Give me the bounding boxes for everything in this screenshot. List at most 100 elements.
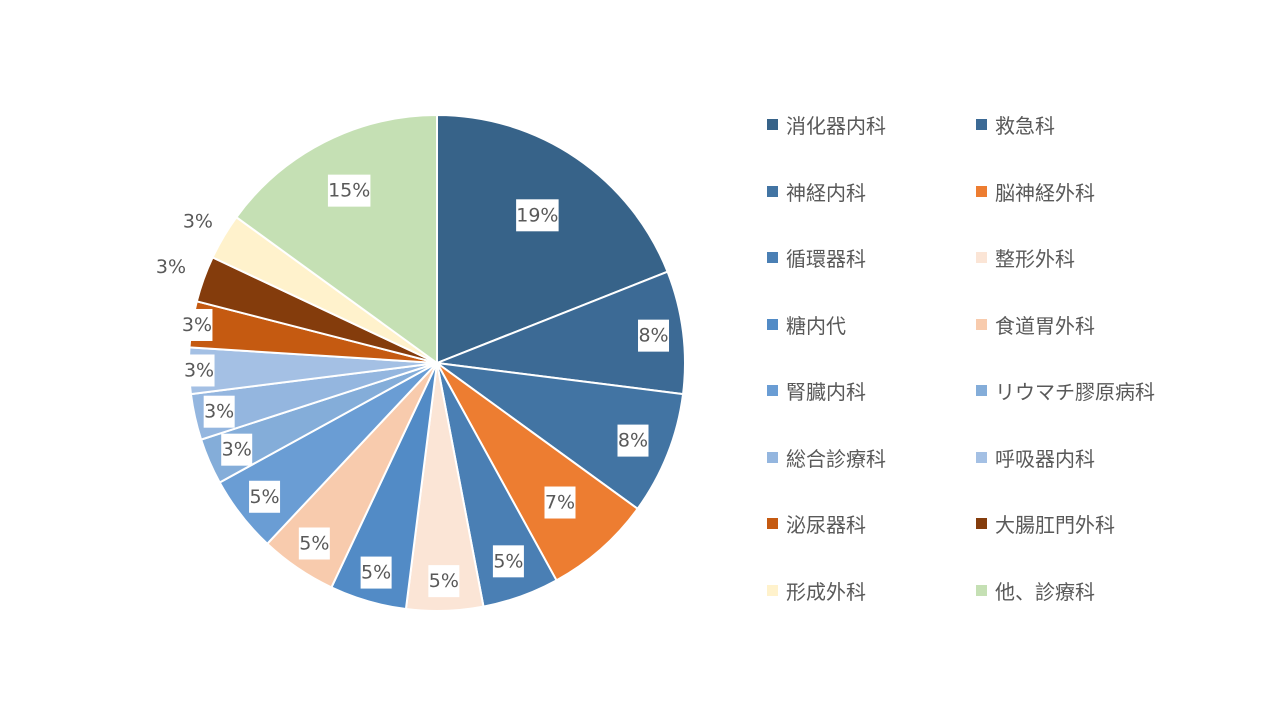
data-label-group: 5% xyxy=(360,556,392,589)
legend-item: 脳神経外科 xyxy=(976,177,1095,206)
legend-item: 他、診療科 xyxy=(976,576,1095,605)
data-label-group: 3% xyxy=(203,395,235,428)
legend-label: 形成外科 xyxy=(786,579,866,604)
legend-swatch xyxy=(976,252,987,263)
legend-swatch xyxy=(976,451,987,463)
data-label-group: 3% xyxy=(221,433,253,466)
legend-item: 大腸肛門外科 xyxy=(976,509,1115,538)
data-label-group: 3% xyxy=(183,211,213,233)
legend-swatch xyxy=(767,584,778,596)
data-label: 19% xyxy=(516,204,558,226)
legend-item: 食道胃外科 xyxy=(976,310,1095,339)
legend-item: 整形外科 xyxy=(976,243,1075,272)
legend-swatch xyxy=(976,318,987,330)
legend-label: リウマチ膠原病科 xyxy=(995,380,1155,404)
pie-slice xyxy=(436,362,685,511)
legend-item: 循環器科 xyxy=(767,243,866,272)
data-label: 3% xyxy=(156,256,186,278)
legend-item: 総合診療科 xyxy=(767,443,886,472)
data-label: 5% xyxy=(249,486,279,508)
legend-item: 腎臓内科 xyxy=(767,376,866,405)
data-label-group: 5% xyxy=(492,545,524,578)
data-label: 5% xyxy=(299,533,329,555)
data-label: 5% xyxy=(361,562,391,584)
data-label-box xyxy=(492,545,524,578)
data-label-group: 3% xyxy=(183,354,215,387)
legend-swatch xyxy=(976,119,987,130)
data-label-box xyxy=(221,433,253,466)
data-label-group: 3% xyxy=(181,308,213,341)
legend-label: 救急科 xyxy=(995,114,1055,138)
pie-slice xyxy=(234,113,438,365)
legend-swatch xyxy=(767,451,778,463)
data-label-box xyxy=(544,486,576,519)
data-label-group: 8% xyxy=(638,319,670,352)
data-label: 7% xyxy=(545,492,575,514)
data-label-box xyxy=(360,556,392,589)
data-label: 3% xyxy=(182,314,212,336)
data-label: 3% xyxy=(222,439,252,461)
pie-slice xyxy=(436,362,640,582)
legend-label: 他、診療科 xyxy=(995,579,1095,604)
data-label-group: 19% xyxy=(516,199,559,232)
legend-item: リウマチ膠原病科 xyxy=(976,376,1155,405)
legend-item: 救急科 xyxy=(976,110,1055,139)
data-label: 15% xyxy=(328,180,370,202)
legend-swatch xyxy=(976,385,987,396)
data-label-box xyxy=(638,319,670,352)
data-label-group: 5% xyxy=(249,480,281,513)
pie-slice xyxy=(436,113,669,365)
legend-label: 泌尿器科 xyxy=(786,513,866,537)
legend-label: 総合診療科 xyxy=(786,446,886,471)
data-label: 5% xyxy=(429,570,459,592)
data-label-group: 5% xyxy=(428,565,460,598)
data-label-box xyxy=(249,480,281,513)
data-label-box xyxy=(183,354,215,387)
data-label-group: 5% xyxy=(298,527,330,560)
data-label: 8% xyxy=(638,325,668,347)
legend-swatch xyxy=(767,318,778,330)
data-label: 3% xyxy=(204,401,234,423)
data-label-box xyxy=(617,424,649,457)
data-label: 3% xyxy=(184,359,214,381)
pie-slice xyxy=(436,270,686,396)
data-label: 8% xyxy=(618,430,648,452)
legend-swatch xyxy=(976,584,987,596)
legend-swatch xyxy=(976,518,987,529)
legend-swatch xyxy=(767,518,778,529)
legend-item: 消化器内科 xyxy=(767,110,886,139)
legend-swatch xyxy=(976,185,987,197)
legend-label: 呼吸器内科 xyxy=(995,446,1095,471)
legend-label: 循環器科 xyxy=(786,247,866,271)
legend-swatch xyxy=(767,252,778,263)
legend-label: 糖内代 xyxy=(786,313,846,338)
legend-label: 整形外科 xyxy=(995,247,1075,271)
legend-swatch xyxy=(767,119,778,130)
legend-swatch xyxy=(767,385,778,396)
legend-item: 神経内科 xyxy=(767,177,866,206)
legend-label: 腎臓内科 xyxy=(786,380,866,404)
data-label-group: 7% xyxy=(544,486,576,519)
legend-swatch xyxy=(767,185,778,197)
data-label-box xyxy=(298,527,330,560)
data-label-group: 8% xyxy=(617,424,649,457)
data-label-group: 15% xyxy=(327,174,371,207)
legend-label: 食道胃外科 xyxy=(995,313,1095,338)
legend-item: 呼吸器内科 xyxy=(976,443,1095,472)
data-label-box xyxy=(203,395,235,428)
legend-label: 消化器内科 xyxy=(786,114,886,138)
data-label: 3% xyxy=(183,211,213,233)
data-label-box xyxy=(327,174,371,207)
data-label-group: 3% xyxy=(156,256,186,278)
legend-item: 形成外科 xyxy=(767,576,866,605)
data-label-box xyxy=(181,308,213,341)
data-label: 5% xyxy=(493,550,523,572)
legend-label: 大腸肛門外科 xyxy=(995,513,1115,537)
legend-label: 神経内科 xyxy=(786,180,866,205)
legend-item: 糖内代 xyxy=(767,310,846,339)
legend-item: 泌尿器科 xyxy=(767,509,866,538)
data-label-box xyxy=(516,199,559,232)
data-label-box xyxy=(428,565,460,598)
